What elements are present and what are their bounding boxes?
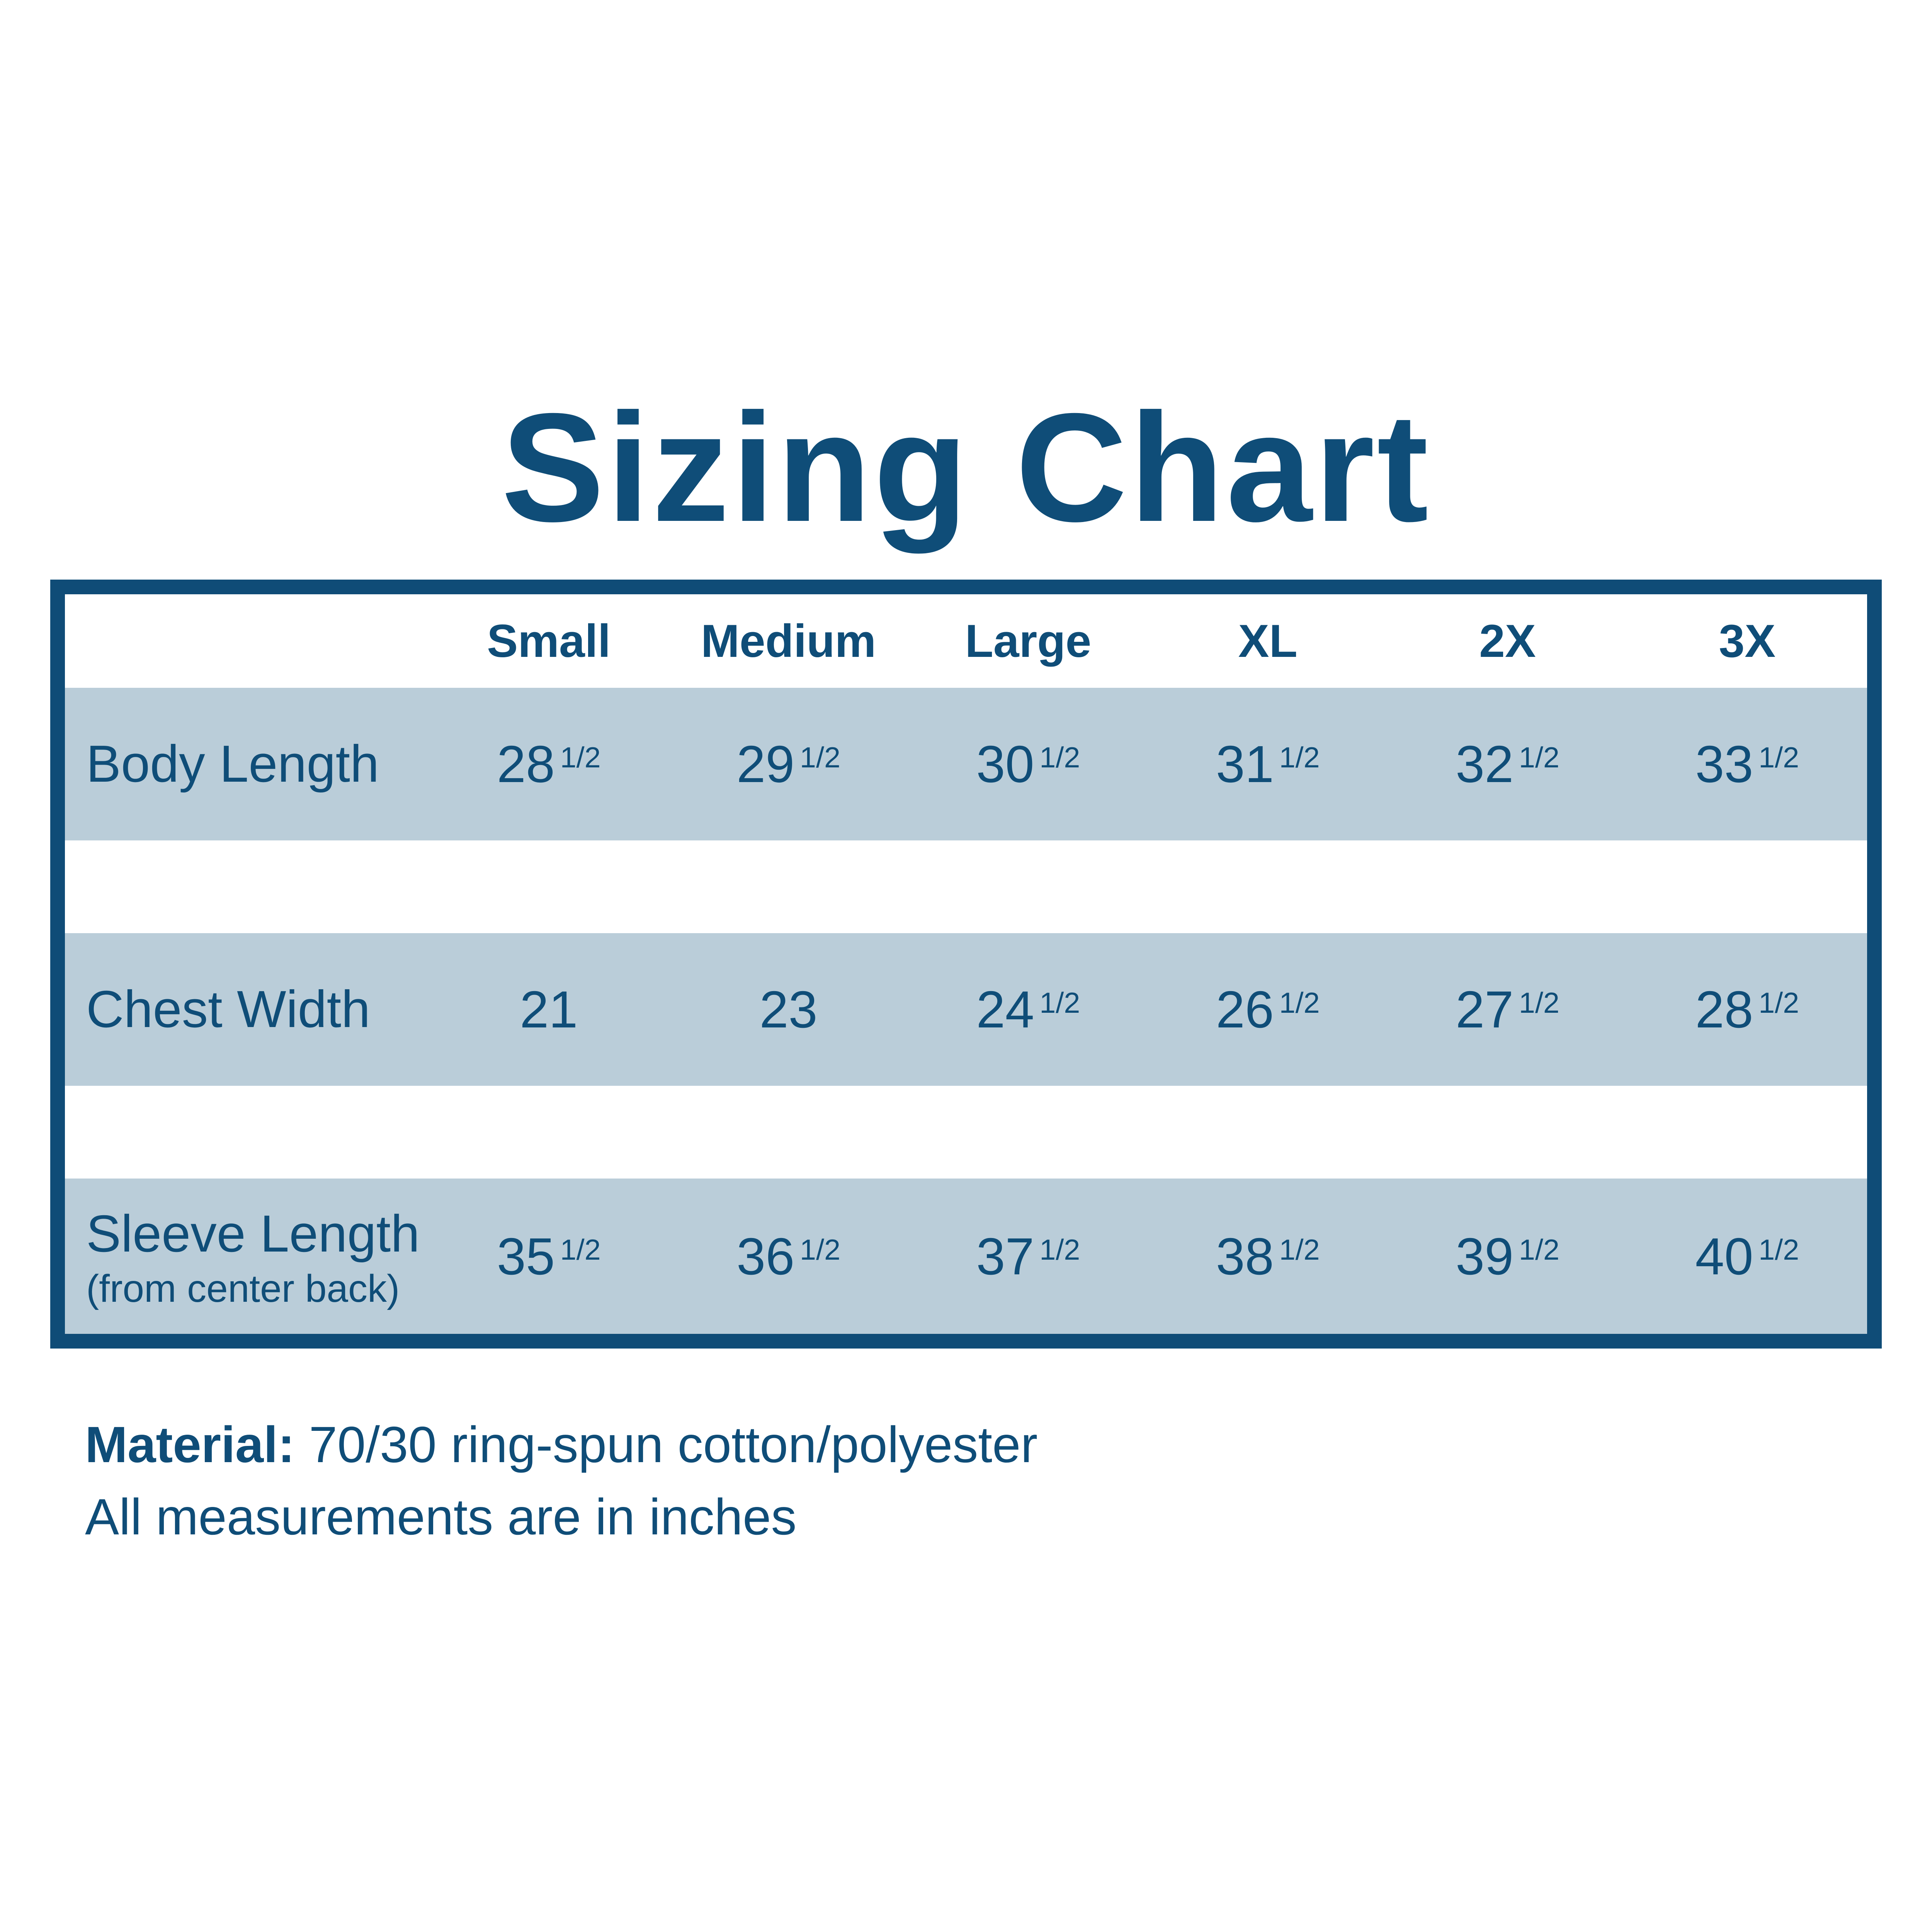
size-value-cell: 27 1/2 <box>1456 980 1560 1039</box>
fraction-superscript: 1/2 <box>1279 987 1320 1020</box>
row-label: Chest Width <box>86 980 371 1039</box>
size-value-cell: 38 1/2 <box>1216 1227 1320 1286</box>
fraction-superscript: 1/2 <box>560 742 601 774</box>
measurements-note: All measurements are in inches <box>85 1488 797 1546</box>
column-header-medium: Medium <box>701 615 876 667</box>
size-value-cell: 23 <box>759 980 818 1039</box>
size-value-cell: 33 1/2 <box>1695 735 1799 793</box>
column-header-2x: 2X <box>1479 615 1536 667</box>
size-value-cell: 35 1/2 <box>497 1227 601 1286</box>
size-value-cell: 28 1/2 <box>497 735 601 793</box>
row-label-cell: Sleeve Length (from center back) <box>65 1201 429 1311</box>
table-header-row: Small Medium Large XL 2X 3X <box>65 594 1867 688</box>
size-value-cell: 37 1/2 <box>976 1227 1080 1286</box>
fraction-superscript: 1/2 <box>1039 742 1080 774</box>
spacer-row <box>65 840 1867 933</box>
fraction-superscript: 1/2 <box>1759 1233 1799 1266</box>
size-value-cell: 36 1/2 <box>736 1227 840 1286</box>
row-sublabel: (from center back) <box>86 1267 400 1310</box>
column-header-large: Large <box>965 615 1092 667</box>
spacer-row <box>65 1086 1867 1179</box>
size-value-cell: 30 1/2 <box>976 735 1080 793</box>
fraction-superscript: 1/2 <box>1279 1233 1320 1266</box>
fraction-superscript: 1/2 <box>799 1233 840 1266</box>
column-header-small: Small <box>487 615 611 667</box>
row-label: Sleeve Length <box>86 1204 420 1263</box>
fraction-superscript: 1/2 <box>560 1233 601 1266</box>
material-label: Material: <box>85 1416 295 1473</box>
fraction-superscript: 1/2 <box>1759 987 1799 1020</box>
page-title: Sizing Chart <box>501 381 1431 554</box>
row-label: Body Length <box>86 735 379 793</box>
size-value-cell: 39 1/2 <box>1456 1227 1560 1286</box>
fraction-superscript: 1/2 <box>1519 742 1560 774</box>
column-header-xl: XL <box>1238 615 1298 667</box>
fraction-superscript: 1/2 <box>1279 742 1320 774</box>
fraction-superscript: 1/2 <box>1519 1233 1560 1266</box>
size-value-cell: 32 1/2 <box>1456 735 1560 793</box>
fraction-superscript: 1/2 <box>1039 987 1080 1020</box>
fraction-superscript: 1/2 <box>799 742 840 774</box>
fraction-superscript: 1/2 <box>1519 987 1560 1020</box>
size-value-cell: 21 <box>520 980 578 1039</box>
row-label-cell: Chest Width <box>65 977 429 1042</box>
row-label-cell: Body Length <box>65 731 429 797</box>
table-row-body-length: Body Length 28 1/2 29 1/2 30 1/2 31 1/2 32 1/2 33 1/… <box>65 688 1867 840</box>
size-value-cell: 29 1/2 <box>736 735 840 793</box>
material-value: 70/30 ring-spun cotton/polyester <box>309 1416 1038 1473</box>
size-value-cell: 31 1/2 <box>1216 735 1320 793</box>
material-line: Material: 70/30 ring-spun cotton/polyest… <box>85 1408 1037 1481</box>
table-row-chest-width: Chest Width 21 23 24 1/2 26 1/2 27 1/2 28 1/2 <box>65 933 1867 1086</box>
size-value-cell: 26 1/2 <box>1216 980 1320 1039</box>
column-header-3x: 3X <box>1719 615 1776 667</box>
table-row-sleeve-length: Sleeve Length (from center back) 35 1/2 36 1/… <box>65 1179 1867 1334</box>
size-value-cell: 40 1/2 <box>1695 1227 1799 1286</box>
size-value-cell: 28 1/2 <box>1695 980 1799 1039</box>
footer: Material: 70/30 ring-spun cotton/polyest… <box>85 1408 1037 1553</box>
sizing-table: Small Medium Large XL 2X 3X Body Length 28 1/2 2… <box>50 580 1882 1349</box>
fraction-superscript: 1/2 <box>1039 1233 1080 1266</box>
fraction-superscript: 1/2 <box>1759 742 1799 774</box>
size-value-cell: 24 1/2 <box>976 980 1080 1039</box>
